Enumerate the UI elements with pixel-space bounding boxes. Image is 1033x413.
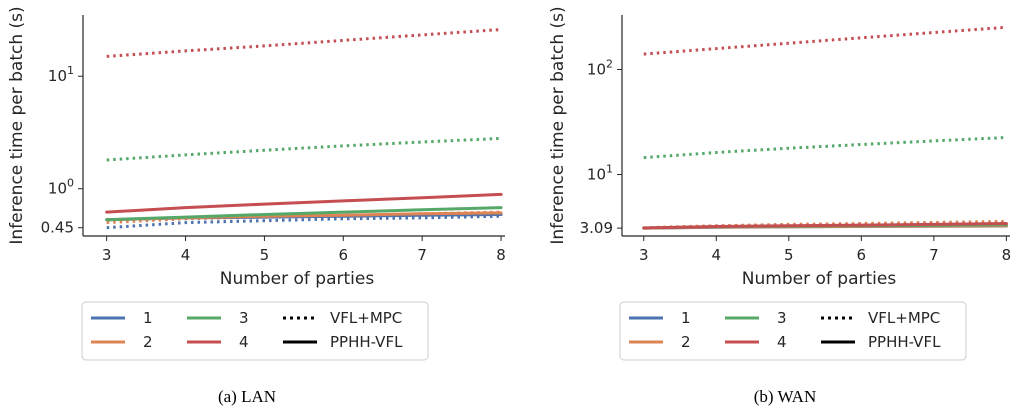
legend: 1 2 3 4 VFL+MPC PPHH-VFL [619, 301, 967, 361]
legend-label: 3 [239, 309, 249, 327]
series-line-4-vfl-mpc [643, 25, 1007, 56]
y-tick-label: 102 [587, 57, 613, 78]
legend-box [619, 301, 967, 361]
legend-label: VFL+MPC [330, 309, 402, 327]
x-tick-label: 6 [339, 246, 349, 264]
figure-caption: (b) WAN [754, 387, 816, 406]
x-tick-label: 4 [181, 246, 191, 264]
x-axis-label: Number of parties [742, 269, 897, 289]
x-tick-label: 8 [496, 246, 506, 264]
figure-caption: (a) LAN [218, 387, 276, 406]
series-line-4-vfl-mpc [106, 28, 502, 58]
series-line-1-vfl-mpc [106, 214, 502, 230]
y-tick-label: 3.09 [580, 219, 613, 237]
legend-label: 1 [681, 309, 691, 327]
legend-label: 4 [777, 333, 787, 351]
chart-panel-1: 3 4 5 6 7 8 0.45 100 101 Number of parties Inferen… [7, 6, 506, 406]
series-line-3-vfl-mpc [643, 136, 1007, 160]
legend-label: 2 [143, 333, 153, 351]
legend-label: VFL+MPC [868, 309, 940, 327]
legend-label: 1 [143, 309, 153, 327]
y-tick-label: 101 [587, 163, 613, 184]
series-line-4-pphh-vfl [642, 222, 1008, 230]
y-tick-label: 100 [48, 177, 74, 198]
x-tick-label: 6 [857, 246, 867, 264]
y-tick-label: 101 [48, 64, 74, 85]
chart-panel-2: 3 4 5 6 7 8 3.09 101 102 Number of parties Inferen… [548, 6, 1011, 406]
legend-label: PPHH-VFL [868, 333, 941, 351]
legend-label: 4 [239, 333, 249, 351]
series-line-3-vfl-mpc [106, 136, 502, 162]
series-line-4-pphh-vfl [105, 192, 503, 214]
x-tick-label: 3 [639, 246, 649, 264]
y-tick-label: 0.45 [41, 219, 74, 237]
x-tick-label: 7 [417, 246, 427, 264]
y-axis-label: Inference time per batch (s) [548, 6, 568, 244]
x-tick-label: 5 [260, 246, 270, 264]
x-tick-label: 3 [102, 246, 112, 264]
x-tick-label: 8 [1002, 246, 1012, 264]
y-axis-label: Inference time per batch (s) [7, 6, 27, 244]
x-tick-label: 7 [929, 246, 939, 264]
legend-label: PPHH-VFL [330, 333, 403, 351]
legend: 1 2 3 4 VFL+MPC PPHH-VFL [81, 301, 429, 361]
legend-label: 3 [777, 309, 787, 327]
series-line-3-pphh-vfl [105, 206, 503, 222]
x-tick-label: 5 [784, 246, 794, 264]
x-tick-label: 4 [712, 246, 722, 264]
x-axis-label: Number of parties [220, 269, 375, 289]
legend-box [81, 301, 429, 361]
legend-label: 2 [681, 333, 691, 351]
